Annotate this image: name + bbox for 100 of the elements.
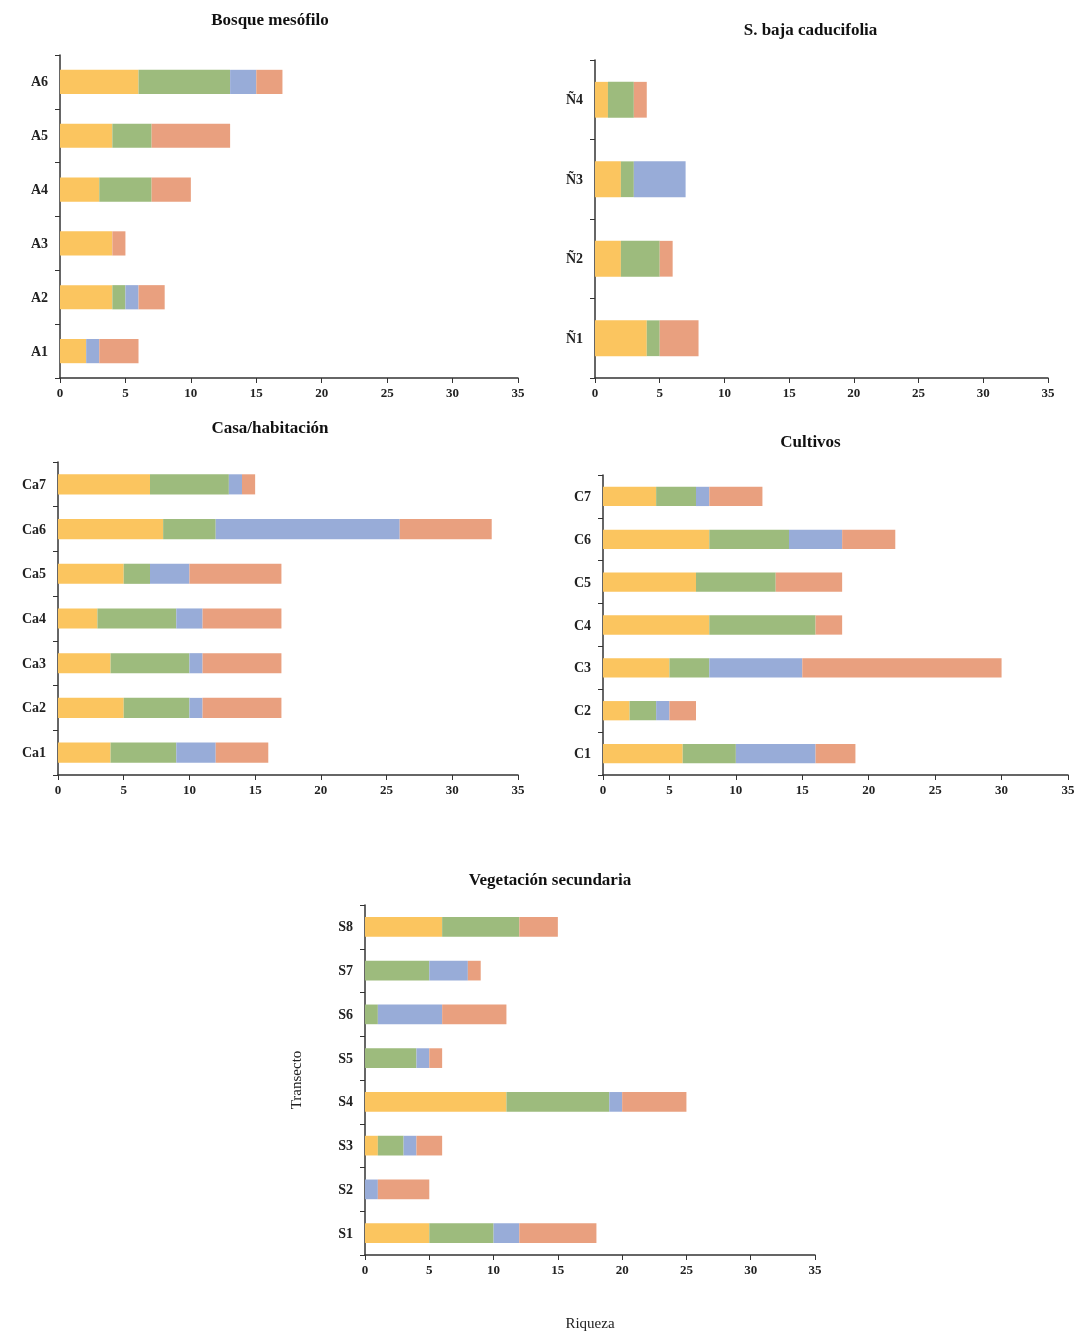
bar xyxy=(138,69,231,95)
bar xyxy=(365,1223,430,1243)
x-tick-label: 0 xyxy=(599,782,607,797)
bar xyxy=(656,486,696,507)
bar xyxy=(60,231,113,256)
x-tick-label: 10 xyxy=(717,385,731,400)
bar xyxy=(215,742,269,763)
bar xyxy=(709,529,789,549)
chart-title: Casa/habitación xyxy=(211,418,330,437)
bar xyxy=(112,123,152,148)
bar xyxy=(151,123,231,148)
bar xyxy=(467,960,481,981)
y-tick-label: S7 xyxy=(338,963,353,979)
bar xyxy=(815,615,843,635)
chart-title: S. baja caducifolia xyxy=(743,20,878,39)
bar xyxy=(595,320,647,357)
x-tick-label: 35 xyxy=(511,385,525,400)
y-tick-label: Ca7 xyxy=(21,476,46,492)
bar xyxy=(669,658,710,678)
bar xyxy=(519,1223,597,1243)
bar xyxy=(416,1135,443,1156)
x-tick-label: 25 xyxy=(912,385,926,400)
x-tick-label: 10 xyxy=(729,782,743,797)
y-tick-label: Ca4 xyxy=(21,611,46,626)
x-tick-label: 30 xyxy=(744,1262,758,1277)
bar xyxy=(163,519,216,540)
bar xyxy=(399,519,492,540)
bar xyxy=(97,608,177,629)
bar xyxy=(603,658,670,678)
bar xyxy=(60,338,87,364)
bar xyxy=(656,701,670,721)
bar xyxy=(112,231,126,256)
x-tick-label: 0 xyxy=(54,782,62,797)
bar xyxy=(150,563,190,584)
bar xyxy=(256,69,283,95)
bar xyxy=(151,177,191,202)
bar xyxy=(365,1004,378,1025)
bar xyxy=(365,1092,507,1112)
bar xyxy=(365,1135,378,1156)
bar xyxy=(138,285,165,310)
y-tick-label: C2 xyxy=(573,703,591,719)
bar xyxy=(789,529,843,549)
bar xyxy=(633,81,647,118)
bar xyxy=(60,69,139,95)
bar xyxy=(709,615,816,635)
x-tick-label: 35 xyxy=(511,782,525,797)
x-tick-label: 35 xyxy=(808,1262,822,1277)
x-tick-label: 30 xyxy=(446,385,460,400)
bar xyxy=(215,519,400,540)
bar xyxy=(416,1048,430,1068)
x-tick-label: 5 xyxy=(656,385,664,400)
y-tick-label: Ca6 xyxy=(21,521,46,537)
bar xyxy=(403,1135,417,1156)
bar xyxy=(365,960,430,981)
bar xyxy=(595,161,621,198)
x-tick-label: 15 xyxy=(795,782,810,797)
bar xyxy=(58,474,150,495)
bar xyxy=(230,69,257,95)
x-tick-label: 30 xyxy=(445,782,459,797)
y-tick-label: Ñ1 xyxy=(565,328,583,346)
chart-title: Vegetación secundaria xyxy=(468,870,632,889)
bar xyxy=(99,338,139,364)
y-tick-label: C7 xyxy=(573,488,591,504)
bar xyxy=(58,742,111,763)
bar xyxy=(60,177,100,202)
y-tick-label: S2 xyxy=(338,1181,353,1197)
x-tick-label: 0 xyxy=(56,385,64,400)
y-tick-label: S1 xyxy=(338,1225,353,1241)
bar xyxy=(603,572,696,592)
y-tick-label: S8 xyxy=(338,919,353,935)
bar xyxy=(735,743,816,764)
x-tick-label: 35 xyxy=(1041,385,1055,400)
x-tick-label: 0 xyxy=(361,1262,369,1277)
bar xyxy=(595,240,621,277)
bar xyxy=(620,161,634,198)
bar xyxy=(202,608,282,629)
bar xyxy=(202,697,282,718)
bar xyxy=(629,701,657,721)
bar xyxy=(377,1004,443,1025)
bar xyxy=(189,653,203,674)
y-tick-label: A3 xyxy=(30,235,48,251)
x-tick-label: 30 xyxy=(995,782,1009,797)
y-tick-label: Ñ4 xyxy=(565,90,583,108)
bar xyxy=(112,285,126,310)
y-tick-label: Ca5 xyxy=(21,566,46,582)
bar xyxy=(377,1179,430,1200)
bar xyxy=(802,658,1002,678)
bar xyxy=(506,1092,610,1112)
bar xyxy=(429,1223,494,1243)
x-tick-label: 15 xyxy=(551,1262,565,1277)
bar xyxy=(110,742,177,763)
bar xyxy=(620,240,660,277)
y-tick-label: C6 xyxy=(573,531,591,547)
y-tick-label: S4 xyxy=(338,1094,353,1110)
x-tick-label: 15 xyxy=(249,385,264,400)
bar xyxy=(442,1004,507,1025)
x-tick-label: 25 xyxy=(928,782,943,797)
bar xyxy=(58,608,98,629)
y-axis-title: Transecto xyxy=(287,1050,304,1110)
y-tick-label: A4 xyxy=(30,182,48,198)
